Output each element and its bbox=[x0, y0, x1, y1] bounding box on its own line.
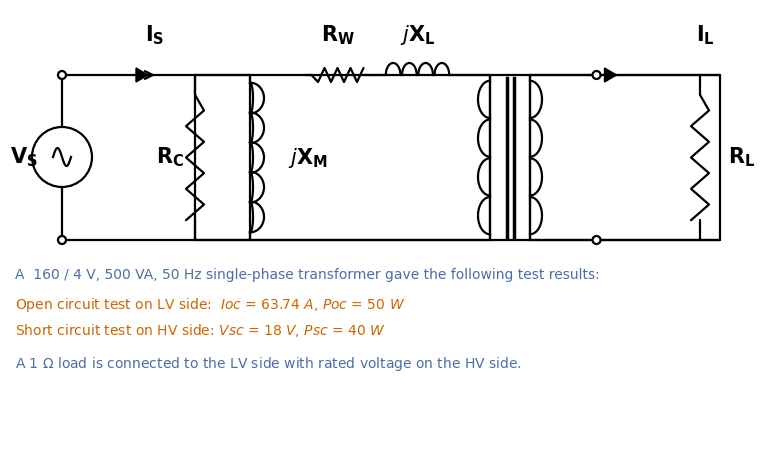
Polygon shape bbox=[604, 68, 616, 82]
Text: Short circuit test on HV side: $\it{Vsc}$ = 18 $\it{V}$, $\it{Psc}$ = 40 $\it{W}: Short circuit test on HV side: $\it{Vsc}… bbox=[15, 322, 386, 339]
Circle shape bbox=[593, 236, 600, 244]
Text: $j\mathbf{X_M}$: $j\mathbf{X_M}$ bbox=[288, 145, 328, 170]
Circle shape bbox=[58, 236, 66, 244]
Text: $\mathbf{R_W}$: $\mathbf{R_W}$ bbox=[321, 23, 354, 47]
Text: $\mathbf{V_S}$: $\mathbf{V_S}$ bbox=[10, 145, 38, 169]
Text: A 1 $\Omega$ load is connected to the LV side with rated voltage on the HV side.: A 1 $\Omega$ load is connected to the LV… bbox=[15, 355, 522, 373]
Circle shape bbox=[593, 71, 600, 79]
Text: $j\mathbf{X_L}$: $j\mathbf{X_L}$ bbox=[400, 23, 435, 47]
Text: $\mathbf{R_C}$: $\mathbf{R_C}$ bbox=[156, 145, 184, 169]
Text: A  160 / 4 V, 500 VA, 50 Hz single-phase transformer gave the following test res: A 160 / 4 V, 500 VA, 50 Hz single-phase … bbox=[15, 268, 600, 282]
Text: $\mathbf{I_S}$: $\mathbf{I_S}$ bbox=[146, 23, 165, 47]
Circle shape bbox=[58, 71, 66, 79]
Text: $\mathbf{I_L}$: $\mathbf{I_L}$ bbox=[696, 23, 715, 47]
Text: $\mathbf{R_L}$: $\mathbf{R_L}$ bbox=[728, 145, 755, 169]
Text: Open circuit test on LV side:  $\it{Ioc}$ = 63.74 $\it{A}$, $\it{Poc}$ = 50 $\it: Open circuit test on LV side: $\it{Ioc}$… bbox=[15, 296, 405, 314]
Polygon shape bbox=[136, 68, 148, 82]
